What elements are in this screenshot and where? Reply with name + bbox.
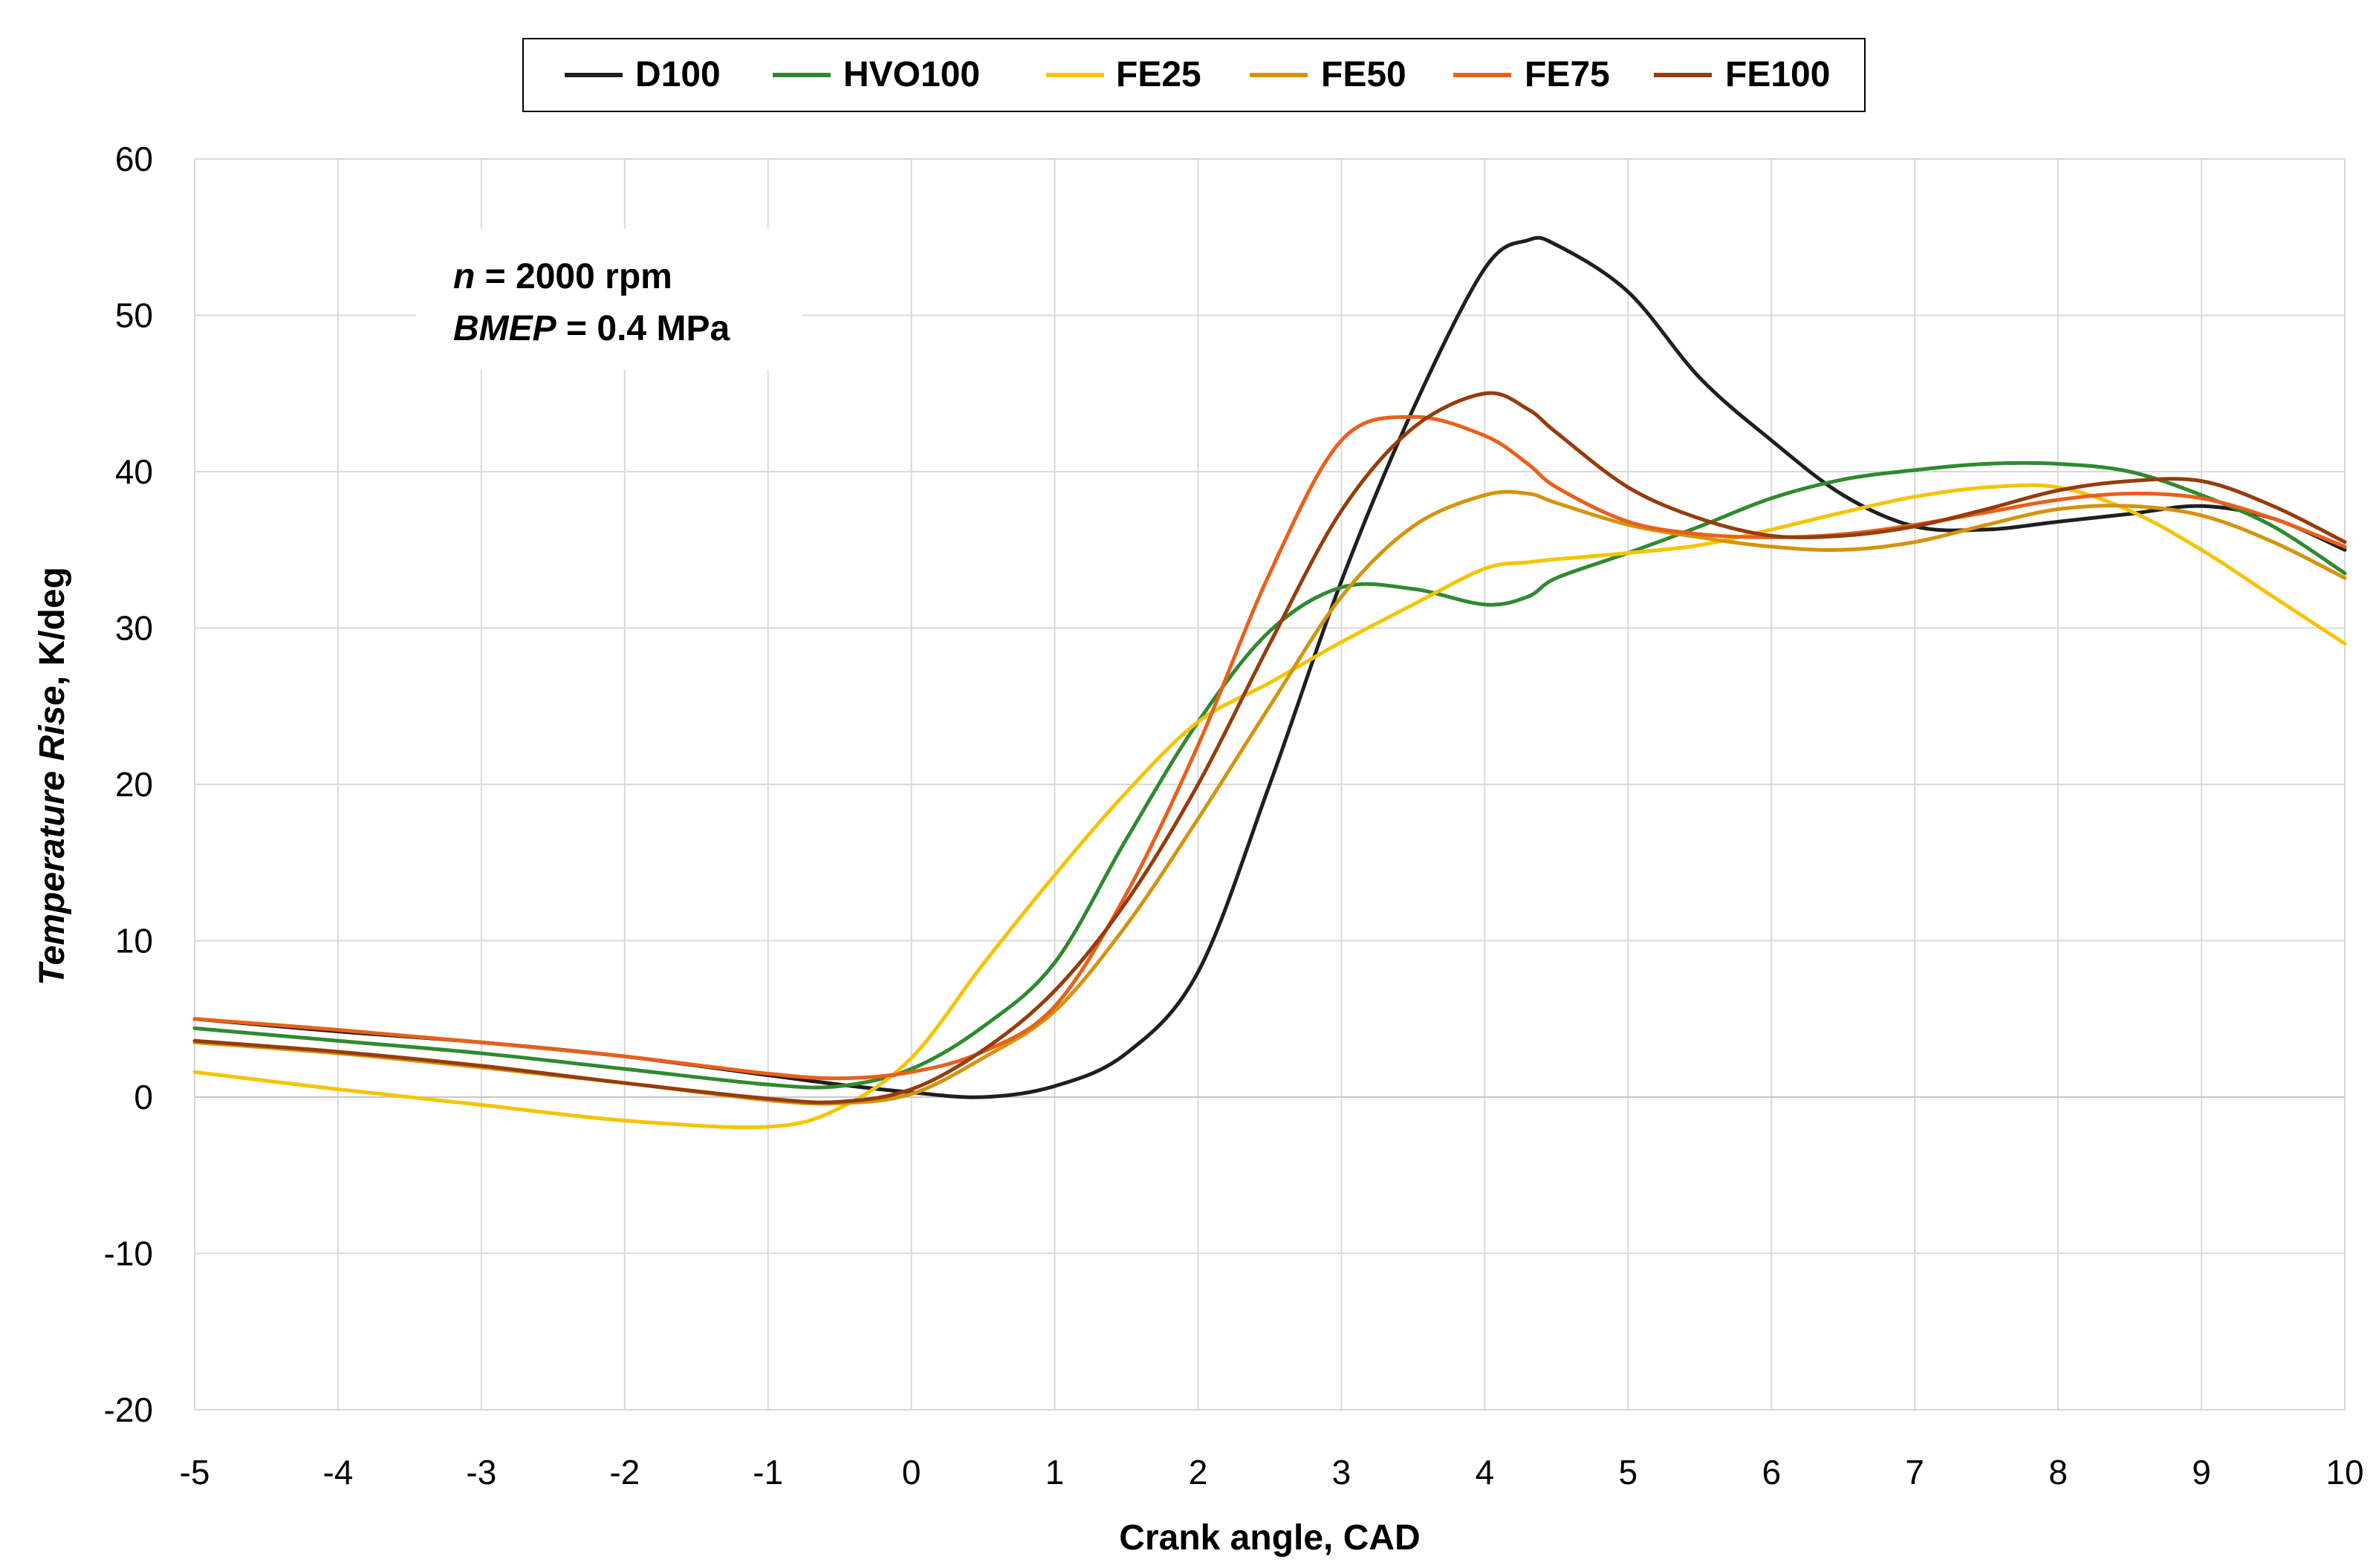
y-tick-label: 10 [115, 922, 153, 960]
series-line-fe25 [192, 483, 2347, 1130]
bmep-value: = 0.4 MPa [556, 309, 730, 348]
series-layer [192, 235, 2347, 1130]
y-tick-label: 50 [115, 296, 153, 335]
y-axis-title-main: Temperature Rise [33, 686, 72, 986]
legend-label-hvo100: HVO100 [843, 55, 980, 94]
x-tick-label: 1 [1045, 1453, 1065, 1491]
annotation-load: BMEP = 0.4 MPa [453, 309, 730, 348]
x-tick-label: 3 [1332, 1453, 1351, 1491]
bmep-symbol: BMEP [453, 309, 557, 348]
y-tick-label: 60 [115, 140, 153, 178]
x-tick-label: 5 [1619, 1453, 1638, 1491]
x-axis-title: Crank angle, CAD [1119, 1518, 1420, 1558]
series-line-fe100 [192, 391, 2347, 1105]
y-tick-label: 0 [134, 1078, 153, 1116]
y-tick-label: 40 [115, 452, 153, 491]
series-line-fe50 [192, 489, 2347, 1106]
legend-label-fe50: FE50 [1321, 55, 1406, 94]
legend-item-fe100: FE100 [1654, 55, 1830, 94]
legend-item-fe25: FE25 [1046, 55, 1201, 94]
y-tick-label: 20 [115, 765, 153, 804]
series-line-hvo100 [192, 461, 2347, 1090]
series-line-fe75 [192, 414, 2347, 1081]
annotation-background [416, 229, 802, 370]
legend-label-fe75: FE75 [1525, 55, 1610, 94]
y-tick-label: -10 [104, 1234, 153, 1273]
annotation-speed: n = 2000 rpm [453, 257, 672, 296]
y-axis-title: Temperature Rise, K/deg [33, 567, 72, 986]
legend-item-hvo100: HVO100 [773, 55, 980, 94]
speed-symbol: n [453, 257, 475, 296]
speed-value: = 2000 rpm [475, 257, 672, 296]
x-tick-label: -5 [180, 1453, 210, 1491]
y-tick-label: 30 [115, 609, 153, 648]
x-tick-label: 8 [2048, 1453, 2068, 1491]
legend-label-d100: D100 [635, 55, 721, 94]
legend-box [522, 38, 1866, 112]
legend-label-fe25: FE25 [1116, 55, 1201, 94]
x-tick-label: 0 [902, 1453, 921, 1491]
axis-layer: -5 -4 -3 -2 -1 0 1 2 3 4 5 6 7 8 9 10-20-10010203040506… [104, 140, 2364, 1491]
legend-item-fe50: FE50 [1250, 55, 1406, 94]
y-axis-title-unit: , K/deg [33, 567, 72, 686]
x-tick-label: 7 [1905, 1453, 1924, 1491]
legend: D100 HVO100 FE25 FE50 FE75 FE100 [522, 38, 1866, 112]
x-tick-label: -2 [609, 1453, 640, 1491]
condition-annotation: n = 2000 rpm BMEP = 0.4 MPa [416, 229, 802, 370]
y-tick-label: -20 [104, 1390, 153, 1429]
x-tick-label: 4 [1476, 1453, 1495, 1491]
x-tick-label: 2 [1189, 1453, 1208, 1491]
legend-item-d100: D100 [565, 55, 721, 94]
x-tick-label: -1 [753, 1453, 783, 1491]
x-tick-label: 6 [1762, 1453, 1781, 1491]
x-tick-label: 10 [2326, 1453, 2363, 1491]
x-tick-label: -4 [322, 1453, 353, 1491]
x-tick-label: -3 [466, 1453, 496, 1491]
legend-item-fe75: FE75 [1453, 55, 1610, 94]
x-tick-label: 9 [2192, 1453, 2211, 1491]
legend-label-fe100: FE100 [1725, 55, 1830, 94]
grid-layer [194, 158, 2346, 1411]
